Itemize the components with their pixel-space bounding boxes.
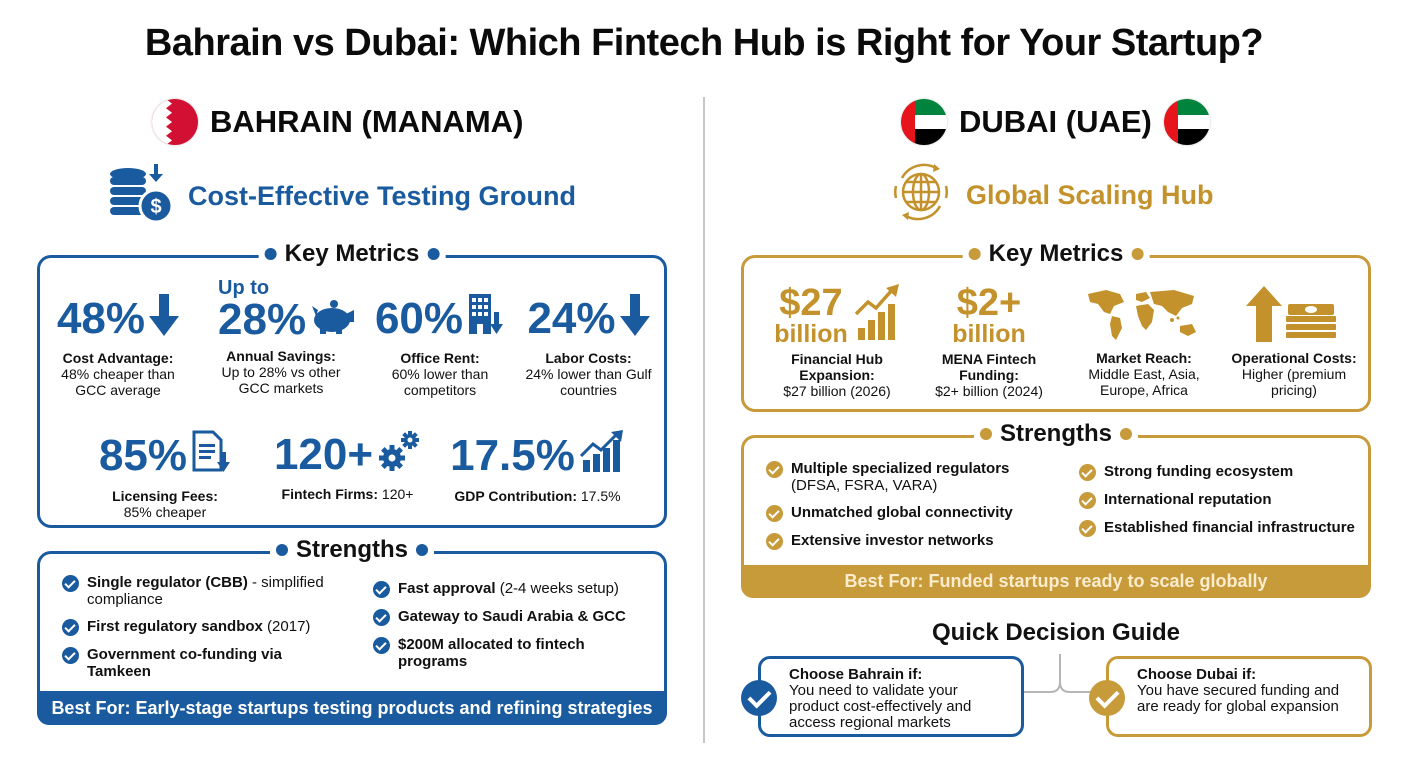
strength-item: Gateway to Saudi Arabia & GCC [373,608,643,626]
metric-market-reach: Market Reach: Middle East, Asia, Europe, … [1069,286,1219,398]
building-down-icon [467,294,505,344]
growth-chart-icon [854,284,900,347]
strength-item: Established financial infrastructure [1079,519,1369,537]
decision-guide-title: Quick Decision Guide [931,619,1181,646]
bahrain-flag-icon [152,99,198,145]
check-icon [1079,492,1096,509]
globe-cycle-icon [890,160,952,231]
uae-flag-icon [901,99,947,145]
dot-icon [1131,248,1144,260]
strength-item: Unmatched global connectivity [766,504,1066,522]
check-icon [1079,520,1096,537]
strength-item: First regulatory sandbox (2017) [62,618,352,636]
bahrain-best-for-banner: Best For: Early-stage startups testing p… [37,691,667,725]
metric-mena-fintech-funding: $2+ billion MENA Fintech Funding: $2+ bil… [935,282,1043,399]
piggy-bank-icon [310,298,355,342]
document-down-icon [191,430,231,482]
strength-item: Fast approval (2-4 weeks setup) [373,580,643,598]
check-icon [766,505,783,522]
dubai-key-metrics-panel: Key Metrics $27 billion Financial Hub Ex… [741,240,1371,412]
bahrain-heading: BAHRAIN (MANAMA) [152,99,523,145]
bahrain-strengths-left: Single regulator (CBB) - simplified comp… [62,574,352,690]
center-divider [703,97,705,743]
check-icon [373,609,390,626]
dubai-strengths-right: Strong funding ecosystem International r… [1079,463,1369,547]
bahrain-key-metrics-title: Key Metrics [258,240,446,268]
metric-cost-advantage: 48% Cost Advantage: 48% cheaper than GCC … [48,294,188,398]
metric-annual-savings: Up to 28% Annual Savings: Up to 28% vs ot… [206,278,356,396]
strength-item: $200M allocated to fintech programs [373,636,643,670]
arrow-down-icon [149,294,180,344]
strength-item: Government co-funding via Tamkeen [62,646,352,680]
choose-dubai-box: Choose Dubai if: You have secured fundin… [1106,656,1372,737]
dot-icon [427,248,440,260]
dot-icon [416,544,429,556]
check-icon [373,637,390,654]
svg-text:$: $ [150,196,161,218]
dot-icon [979,428,992,440]
dubai-best-for-banner: Best For: Funded startups ready to scale… [741,565,1371,598]
strength-item: Single regulator (CBB) - simplified comp… [62,574,352,608]
metric-gdp-contribution: 17.5% GDP Contribution: 17.5% [445,430,630,504]
check-icon [766,533,783,550]
check-icon [62,647,79,664]
coins-dollar-down-icon: $ [108,162,174,231]
bahrain-strengths-right: Fast approval (2-4 weeks setup) Gateway … [373,580,643,680]
check-icon [1079,464,1096,481]
strength-item: Multiple specialized regulators (DFSA, F… [766,460,1066,494]
dot-icon [264,248,277,260]
dubai-check-icon [1089,680,1125,716]
bahrain-title: BAHRAIN (MANAMA) [210,104,524,139]
check-icon [766,461,783,478]
metric-financial-hub-expansion: $27 billion Financial Hub Expansion: $27 … [762,284,912,399]
bahrain-strengths-title: Strengths [269,536,435,564]
strength-item: Strong funding ecosystem [1079,463,1369,481]
bahrain-tagline: $ Cost-Effective Testing Ground [108,162,576,231]
metric-fintech-firms: 120+ Fintech Firms: 120+ [260,430,435,502]
bahrain-tagline-text: Cost-Effective Testing Ground [188,181,577,211]
strength-item: Extensive investor networks [766,532,1066,550]
metric-licensing-fees: 85% Licensing Fees: 85% cheaper [90,430,240,520]
page-title: Bahrain vs Dubai: Which Fintech Hub is R… [144,22,1264,64]
dubai-heading: DUBAI (UAE) [901,99,1210,145]
dubai-strengths-title: Strengths [973,420,1139,448]
bahrain-check-icon [741,680,777,716]
metric-operational-costs: Operational Costs: Higher (premium pricin… [1219,286,1369,398]
uae-flag-icon [1163,99,1210,145]
dubai-tagline-text: Global Scaling Hub [966,180,1214,210]
bahrain-strengths-panel: Strengths Single regulator (CBB) - simpl… [37,536,667,725]
choose-bahrain-box: Choose Bahrain if: You need to validate … [758,656,1024,737]
check-icon [62,575,79,592]
dubai-title: DUBAI (UAE) [959,104,1152,139]
bahrain-key-metrics-panel: Key Metrics 48% Cost Advantage: 48% cheap… [37,240,667,528]
guide-connector [1024,654,1108,693]
check-icon [62,619,79,636]
dot-icon [968,248,981,260]
dubai-key-metrics-title: Key Metrics [962,240,1150,268]
metric-office-rent: 60% Office Rent: 60% lower than competito… [365,294,515,398]
gears-icon [377,430,421,480]
check-icon [373,581,390,598]
dot-icon [1120,428,1133,440]
dubai-tagline: Global Scaling Hub [890,160,1214,231]
dot-icon [275,544,288,556]
arrow-up-money-icon [1219,286,1369,346]
dubai-strengths-left: Multiple specialized regulators (DFSA, F… [766,460,1066,560]
dubai-strengths-panel: Strengths Multiple specialized regulator… [741,420,1371,598]
world-map-icon [1069,286,1219,346]
metric-labor-costs: 24% Labor Costs: 24% lower than Gulf coun… [525,294,652,398]
bar-chart-up-icon [579,430,625,482]
arrow-down-icon [619,294,650,344]
strength-item: International reputation [1079,491,1369,509]
